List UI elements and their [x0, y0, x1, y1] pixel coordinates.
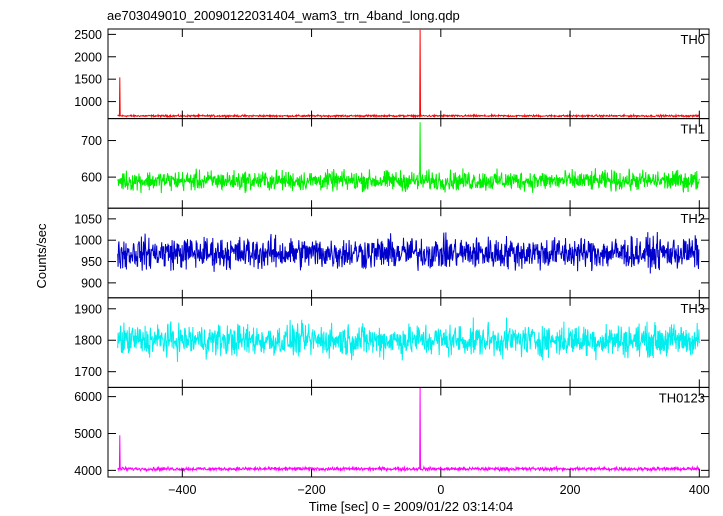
y-tick-label-th0: 2500: [74, 28, 102, 42]
y-axis-label: Counts/sec: [34, 223, 49, 289]
y-tick-label-th1: 600: [81, 171, 102, 185]
y-tick-label-th3: 1900: [74, 302, 102, 316]
y-tick-label-th1: 700: [81, 134, 102, 148]
series-line-th0: [117, 29, 700, 119]
y-tick-label-th0123: 4000: [74, 464, 102, 478]
panel-th2: 900 950 1000 1050 TH2: [74, 207, 710, 299]
y-tick-label-th2: 950: [81, 255, 102, 269]
y-tick-label-th0: 1500: [74, 73, 102, 87]
y-tick-label-th0: 1000: [74, 95, 102, 109]
panel-frame-th1: [107, 118, 710, 209]
series-line-th0123: [117, 387, 700, 473]
y-tick-label-th0: 2000: [74, 50, 102, 64]
x-tick-label: 400: [689, 483, 710, 497]
y-tick-label-th0123: 6000: [74, 390, 102, 404]
panel-th0: 1000 1500 2000 2500 TH0: [74, 28, 710, 120]
y-tick-label-th2: 1000: [74, 234, 102, 248]
y-tick-label-th3: 1700: [74, 365, 102, 379]
panel-label-th0123: TH0123: [659, 390, 705, 405]
panel-label-th0: TH0: [680, 32, 705, 47]
panel-label-th3: TH3: [680, 301, 705, 316]
y-tick-label-th2: 900: [81, 276, 102, 290]
panel-label-th2: TH2: [680, 211, 705, 226]
panel-frame-th0123: [107, 386, 710, 478]
x-tick-label: 0: [437, 483, 444, 497]
y-tick-label-th2: 1050: [74, 212, 102, 226]
y-tick-label-th0123: 5000: [74, 427, 102, 441]
x-tick-label: −200: [297, 483, 325, 497]
x-tick-label: 200: [560, 483, 581, 497]
x-axis-label: Time [sec] 0 = 2009/01/22 03:14:04: [309, 499, 513, 514]
series-line-th1: [117, 122, 700, 194]
panel-th0123: 4000 5000 6000 TH0123: [74, 386, 710, 478]
series-line-th3: [117, 317, 700, 363]
panel-th3: 1700 1800 1900 TH3: [74, 297, 710, 388]
series-line-th2: [117, 231, 700, 274]
y-tick-label-th3: 1800: [74, 334, 102, 348]
panel-frame-th0: [107, 28, 710, 120]
panel-th1: 600 700 TH1: [81, 118, 710, 209]
panel-label-th1: TH1: [680, 122, 705, 137]
x-tick-label: −400: [168, 483, 196, 497]
chart-title: ae703049010_20090122031404_wam3_trn_4ban…: [107, 8, 460, 23]
